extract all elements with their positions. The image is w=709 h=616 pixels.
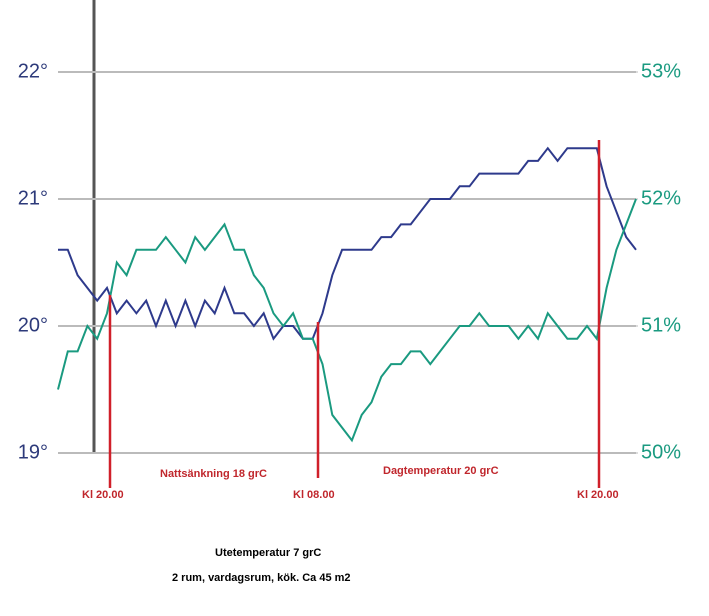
y2-tick-label: 51% <box>641 314 681 336</box>
y2-tick-label: 52% <box>641 187 681 209</box>
data-line <box>57 198 637 443</box>
y2-tick-label: 53% <box>641 60 681 82</box>
y-tick-label: 21° <box>18 187 48 209</box>
marker-label: Kl 08.00 <box>293 489 335 501</box>
note: 2 rum, vardagsrum, kök. Ca 45 m2 <box>172 572 351 584</box>
y-tick-label: 19° <box>18 441 48 463</box>
marker-label: Kl 20.00 <box>577 489 619 501</box>
note: Utetemperatur 7 grC <box>215 547 321 559</box>
annotation: Dagtemperatur 20 grC <box>383 465 499 477</box>
marker-label: Kl 20.00 <box>82 489 124 501</box>
data-line <box>58 146 637 341</box>
y-tick-label: 20° <box>18 314 48 336</box>
y2-tick-label: 50% <box>641 441 681 463</box>
y-tick-label: 22° <box>18 60 48 82</box>
annotation: Nattsänkning 18 grC <box>160 468 267 480</box>
